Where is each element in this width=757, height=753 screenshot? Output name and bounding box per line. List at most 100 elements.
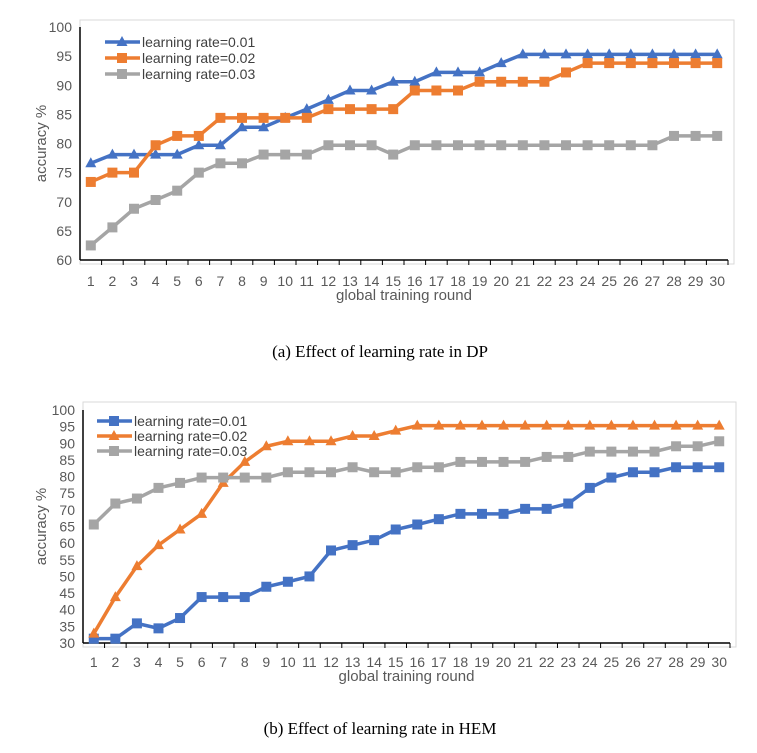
y-tick-label: 70	[59, 502, 75, 518]
data-point	[452, 66, 464, 77]
data-point	[517, 76, 528, 87]
data-point	[237, 158, 247, 169]
y-tick-label: 100	[52, 402, 76, 418]
x-tick-label: 1	[90, 654, 98, 670]
x-tick-label: 29	[690, 654, 706, 670]
data-point	[541, 503, 552, 514]
data-point	[258, 149, 269, 160]
x-tick-label: 8	[241, 654, 249, 670]
data-point	[282, 576, 293, 587]
data-point	[411, 419, 423, 430]
data-point	[627, 467, 638, 478]
y-tick-label: 95	[56, 48, 72, 64]
y-tick-label: 75	[56, 165, 72, 181]
data-point	[390, 467, 401, 478]
data-point	[520, 456, 531, 467]
data-point	[85, 157, 97, 168]
y-tick-label: 90	[59, 435, 75, 451]
data-point	[304, 467, 315, 478]
x-tick-label: 24	[582, 654, 598, 670]
y-tick-label: 85	[56, 106, 72, 122]
data-point	[150, 195, 161, 206]
data-point	[193, 167, 204, 178]
data-point	[560, 48, 572, 59]
x-tick-label: 22	[537, 273, 553, 289]
data-point	[498, 419, 510, 430]
x-tick-label: 27	[647, 654, 663, 670]
data-point	[150, 148, 162, 159]
y-tick-label: 90	[56, 77, 72, 93]
x-tick-label: 11	[302, 654, 317, 670]
data-point	[455, 508, 466, 519]
data-point	[196, 472, 207, 483]
x-tick-label: 18	[450, 273, 466, 289]
data-point	[474, 66, 486, 77]
data-point	[625, 58, 636, 69]
data-point	[301, 149, 312, 160]
legend-label: learning rate=0.03	[142, 66, 255, 82]
data-point	[433, 419, 445, 430]
x-tick-label: 26	[625, 654, 641, 670]
data-point	[584, 446, 595, 457]
legend-label: learning rate=0.02	[142, 50, 255, 66]
x-tick-label: 9	[262, 654, 270, 670]
data-point	[128, 148, 140, 159]
legend-item: learning rate=0.03	[105, 66, 255, 82]
data-point	[172, 185, 183, 196]
data-point	[690, 58, 701, 69]
data-point	[409, 140, 420, 151]
data-point	[304, 571, 315, 582]
series-learning-rate-0-01	[88, 462, 725, 644]
x-tick-label: 9	[260, 273, 268, 289]
data-point	[109, 591, 121, 602]
x-tick-label: 16	[409, 654, 425, 670]
data-point	[712, 130, 723, 141]
data-point	[261, 581, 272, 592]
y-tick-label: 70	[56, 194, 72, 210]
data-point	[153, 623, 164, 634]
series-learning-rate-0-01	[85, 48, 723, 168]
x-tick-label: 1	[87, 273, 95, 289]
y-tick-label: 60	[59, 535, 75, 551]
data-point	[474, 140, 485, 151]
data-point	[236, 121, 248, 132]
data-point	[692, 462, 703, 473]
x-tick-label: 2	[109, 273, 117, 289]
data-point	[218, 592, 229, 603]
x-tick-label: 25	[604, 654, 620, 670]
y-tick-label: 45	[59, 585, 75, 601]
data-point	[261, 472, 272, 483]
data-point	[582, 48, 594, 59]
x-tick-label: 12	[321, 273, 337, 289]
data-point	[561, 67, 571, 78]
data-point	[519, 419, 531, 430]
series-learning-rate-0-02	[85, 58, 723, 187]
data-point	[668, 48, 680, 59]
x-tick-label: 6	[198, 654, 206, 670]
data-point	[649, 446, 660, 457]
data-point	[604, 58, 615, 69]
data-point	[433, 462, 444, 473]
data-point	[606, 446, 617, 457]
data-point	[430, 66, 442, 77]
data-point	[538, 48, 550, 59]
data-point	[670, 419, 682, 430]
data-point	[692, 441, 703, 452]
data-point	[690, 130, 701, 141]
data-point	[322, 93, 334, 104]
data-point	[496, 76, 507, 87]
series-line	[93, 465, 720, 641]
legend-marker	[108, 430, 120, 440]
data-point	[409, 85, 420, 96]
x-tick-label: 3	[130, 273, 138, 289]
data-point	[85, 176, 96, 187]
legend-item: learning rate=0.02	[105, 50, 255, 66]
data-point	[366, 104, 377, 115]
data-point	[388, 104, 399, 115]
data-point	[345, 104, 355, 115]
data-point	[150, 140, 161, 151]
data-point	[476, 456, 487, 467]
data-point	[196, 507, 208, 518]
data-point	[495, 57, 507, 68]
